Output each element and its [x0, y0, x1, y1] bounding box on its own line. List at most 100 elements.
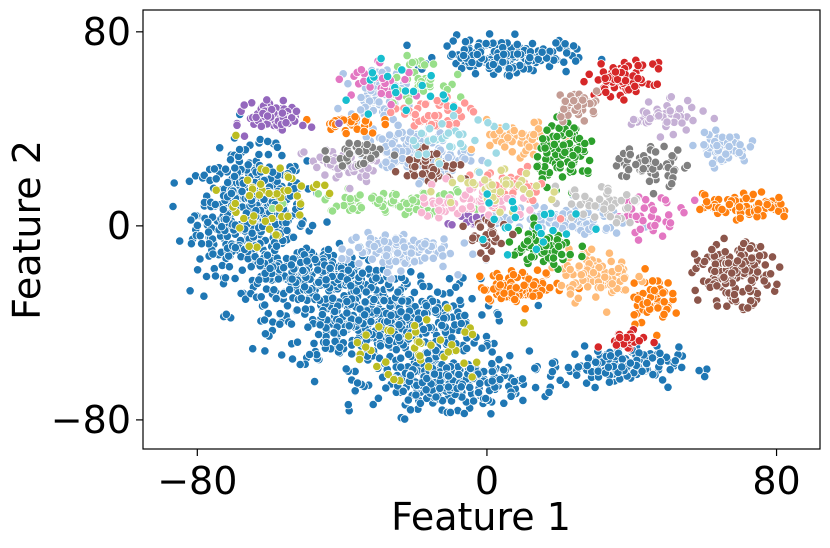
- scatter-point: [354, 315, 364, 325]
- scatter-point: [623, 165, 634, 175]
- scatter-point: [647, 353, 658, 363]
- scatter-point: [283, 185, 293, 196]
- scatter-point: [195, 254, 205, 264]
- scatter-point: [517, 374, 528, 384]
- scatter-point: [568, 150, 578, 161]
- scatter-point: [232, 120, 242, 130]
- scatter-point: [428, 59, 439, 69]
- scatter-point: [226, 188, 236, 198]
- scatter-point: [209, 164, 219, 174]
- scatter-point: [446, 197, 456, 208]
- scatter-point: [472, 49, 482, 60]
- scatter-point: [495, 187, 506, 197]
- scatter-point: [382, 267, 392, 278]
- scatter-point: [453, 69, 463, 80]
- scatter-point: [765, 269, 776, 279]
- scatter-point: [650, 157, 661, 167]
- scatter-point: [578, 95, 588, 105]
- scatter-point: [443, 371, 453, 381]
- scatter-point: [445, 407, 455, 417]
- scatter-point: [659, 297, 669, 307]
- scatter-point: [329, 328, 339, 338]
- scatter-point: [666, 92, 676, 102]
- scatter-point: [671, 308, 681, 318]
- scatter-point: [712, 141, 722, 151]
- scatter-point: [650, 220, 660, 230]
- scatter-point: [439, 234, 449, 244]
- scatter-point: [555, 214, 566, 224]
- scatter-point: [462, 343, 472, 353]
- scatter-point: [611, 228, 622, 238]
- scatter-point: [610, 67, 621, 77]
- scatter-point: [445, 142, 455, 152]
- scatter-point: [396, 353, 406, 363]
- scatter-point: [628, 115, 639, 125]
- scatter-point: [555, 375, 565, 385]
- scatter-point: [665, 365, 675, 375]
- scatter-point: [568, 41, 579, 51]
- scatter-point: [569, 96, 579, 106]
- scatter-point: [413, 150, 423, 160]
- scatter-point: [643, 97, 654, 107]
- scatter-point: [239, 213, 249, 224]
- scatter-point: [381, 357, 391, 367]
- scatter-point: [477, 343, 487, 353]
- scatter-point: [459, 238, 469, 248]
- scatter-point: [481, 38, 491, 49]
- scatter-point: [467, 294, 477, 304]
- scatter-point: [394, 320, 404, 330]
- scatter-point: [501, 121, 511, 132]
- scatter-point: [759, 276, 769, 286]
- scatter-point: [482, 189, 492, 199]
- scatter-point: [674, 342, 684, 352]
- scatter-point: [353, 243, 364, 253]
- scatter-point: [641, 358, 652, 369]
- scatter-point: [244, 241, 254, 251]
- scatter-point: [221, 164, 231, 174]
- scatter-point: [509, 126, 519, 136]
- scatter-point: [361, 287, 371, 297]
- scatter-point: [389, 150, 400, 160]
- scatter-point: [355, 190, 365, 200]
- scatter-point: [531, 181, 542, 191]
- scatter-point: [282, 225, 292, 236]
- scatter-point: [447, 340, 457, 350]
- scatter-point: [622, 190, 632, 200]
- scatter-point: [264, 188, 274, 199]
- scatter-point: [447, 178, 457, 188]
- scatter-point: [211, 174, 221, 184]
- scatter-point: [599, 204, 609, 214]
- scatter-point: [215, 143, 225, 153]
- scatter-point: [217, 222, 227, 232]
- scatter-point: [699, 140, 709, 150]
- scatter-point: [313, 265, 323, 275]
- scatter-point: [717, 204, 727, 214]
- scatter-point: [601, 223, 612, 233]
- scatter-point: [241, 294, 251, 304]
- scatter-point: [434, 159, 444, 169]
- scatter-point: [507, 197, 518, 207]
- scatter-point: [659, 309, 669, 319]
- scatter-point: [248, 344, 258, 354]
- scatter-point: [509, 376, 519, 387]
- scatter-point: [465, 201, 476, 211]
- scatter-point: [343, 265, 353, 275]
- scatter-point: [487, 347, 497, 357]
- scatter-point: [719, 233, 729, 243]
- scatter-point: [400, 414, 410, 424]
- scatter-point: [259, 315, 270, 325]
- scatter-point: [262, 95, 272, 105]
- scatter-point: [473, 115, 483, 125]
- scatter-point: [631, 160, 641, 170]
- scatter-point: [287, 354, 298, 364]
- scatter-point: [277, 151, 287, 161]
- scatter-point: [384, 130, 395, 140]
- scatter-point: [455, 295, 465, 305]
- scatter-point: [650, 147, 661, 157]
- scatter-point: [633, 60, 643, 71]
- scatter-point: [408, 86, 419, 97]
- x-axis-label: Feature 1: [391, 495, 571, 539]
- scatter-point: [586, 244, 597, 254]
- scatter-point: [510, 294, 520, 305]
- scatter-point: [369, 242, 379, 252]
